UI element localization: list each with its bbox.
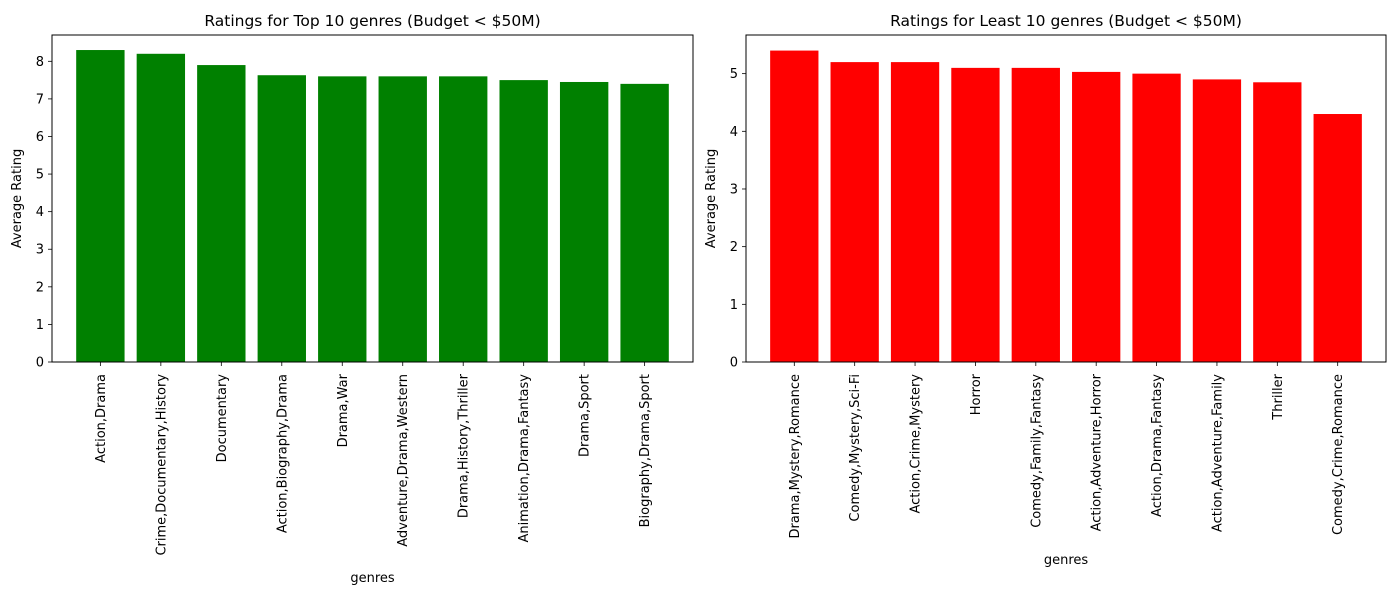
- x-tick-label: Drama,History,Thriller: [457, 373, 472, 518]
- bar: [951, 67, 1000, 362]
- bar: [830, 62, 879, 362]
- chart-title: Ratings for Top 10 genres (Budget < $50M…: [204, 12, 540, 30]
- bar: [1011, 67, 1060, 362]
- y-tick-label: 0: [36, 356, 44, 371]
- x-tick-label: Comedy,Crime,Romance: [1331, 374, 1346, 535]
- x-tick-label: Action,Drama,Fantasy: [1150, 374, 1165, 517]
- x-tick-label: Crime,Documentary,History: [154, 374, 169, 556]
- bar: [318, 76, 367, 363]
- bar: [890, 62, 940, 362]
- y-tick-label: 2: [36, 280, 44, 295]
- y-tick-label: 1: [730, 298, 738, 313]
- bar: [1132, 73, 1181, 363]
- x-tick-label: Action,Adventure,Horror: [1090, 373, 1105, 531]
- bar: [257, 75, 306, 363]
- y-tick-label: 1: [36, 318, 44, 333]
- x-tick-label: Drama,Sport: [578, 374, 593, 457]
- x-tick-label: Horror: [969, 373, 984, 415]
- x-axis-label: genres: [350, 571, 395, 586]
- x-tick-label: Adventure,Drama,Western: [396, 374, 411, 547]
- bar: [1072, 71, 1121, 363]
- y-tick-label: 8: [36, 55, 44, 70]
- bar: [1313, 114, 1362, 362]
- y-tick-label: 3: [730, 182, 738, 197]
- y-tick-label: 3: [36, 243, 44, 258]
- axes-frame: [745, 34, 1387, 363]
- bar: [76, 50, 125, 362]
- y-tick-label: 4: [730, 125, 738, 140]
- chart-top-genres: Ratings for Top 10 genres (Budget < $50M…: [10, 12, 694, 586]
- axes-frame: [51, 34, 694, 363]
- x-tick-label: Action,Crime,Mystery: [909, 374, 924, 514]
- chart-least-genres: Ratings for Least 10 genres (Budget < $5…: [704, 12, 1387, 568]
- y-tick-label: 7: [36, 92, 44, 107]
- x-tick-label: Drama,Mystery,Romance: [788, 374, 803, 538]
- bar: [499, 80, 548, 362]
- x-tick-label: Drama,War: [336, 373, 351, 447]
- y-tick-label: 0: [730, 356, 738, 371]
- bar: [136, 53, 186, 363]
- y-axis-label: Average Rating: [10, 149, 25, 248]
- y-tick-label: 5: [36, 168, 44, 183]
- chart-title: Ratings for Least 10 genres (Budget < $5…: [890, 12, 1242, 30]
- x-tick-label: Documentary: [215, 374, 230, 463]
- x-tick-label: Comedy,Family,Fantasy: [1029, 374, 1044, 528]
- bar: [559, 81, 609, 362]
- y-tick-label: 4: [36, 205, 44, 220]
- x-axis-label: genres: [1044, 553, 1089, 568]
- x-tick-label: Biography,Drama,Sport: [638, 374, 653, 527]
- x-tick-label: Thriller: [1271, 373, 1286, 420]
- bar: [1192, 79, 1242, 362]
- x-tick-label: Action,Adventure,Family: [1210, 374, 1225, 532]
- x-tick-label: Animation,Drama,Fantasy: [517, 374, 532, 543]
- x-tick-label: Comedy,Mystery,Sci-Fi: [848, 374, 863, 522]
- y-tick-label: 2: [730, 240, 738, 255]
- y-axis-label: Average Rating: [704, 149, 719, 248]
- x-tick-label: Action,Biography,Drama: [275, 374, 290, 533]
- x-tick-label: Action,Drama: [94, 374, 109, 463]
- y-tick-label: 5: [730, 67, 738, 82]
- bar: [197, 65, 246, 362]
- bar: [439, 76, 488, 363]
- bar: [1253, 82, 1302, 362]
- bar: [620, 83, 669, 363]
- bar: [378, 76, 427, 363]
- y-tick-label: 6: [36, 130, 44, 145]
- bar: [770, 50, 819, 362]
